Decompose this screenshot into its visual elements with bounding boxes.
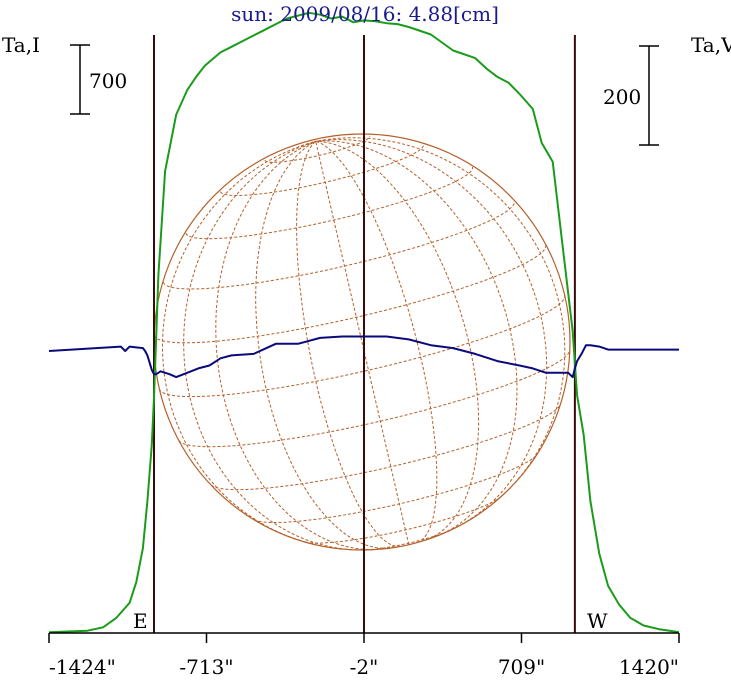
x-axis-ticks: -1424" -713" -2" 709" 1420" bbox=[48, 633, 680, 679]
grid-meridian bbox=[315, 140, 480, 541]
grid-meridian bbox=[183, 140, 363, 551]
x-tick-label: -713" bbox=[179, 655, 233, 679]
grid-meridian bbox=[215, 140, 379, 551]
grid-parallel bbox=[305, 496, 502, 544]
right-axis-label: Ta,V bbox=[691, 33, 731, 57]
scale-bar-left-label: 700 bbox=[89, 69, 127, 93]
grid-meridian bbox=[162, 140, 316, 546]
grid-meridian bbox=[315, 140, 518, 537]
series-line-ta-i bbox=[48, 11, 680, 634]
grid-meridian bbox=[255, 140, 393, 549]
series-layer bbox=[48, 11, 680, 634]
chart-title: sun: 2009/08/16: 4.88[cm] bbox=[231, 2, 499, 26]
grid-meridian bbox=[315, 141, 410, 545]
x-tick-label: 709" bbox=[498, 655, 545, 679]
vertical-lines bbox=[153, 35, 576, 633]
grid-parallel bbox=[220, 144, 424, 196]
solar-disk-grid bbox=[153, 133, 571, 551]
x-tick-label: 1420" bbox=[619, 655, 679, 679]
east-limb-label: E bbox=[133, 609, 148, 633]
series-line-ta-v bbox=[48, 335, 679, 379]
grid-parallel bbox=[153, 244, 547, 344]
grid-parallel bbox=[253, 454, 538, 523]
grid-parallel bbox=[362, 528, 454, 551]
scale-bar-left: 700 bbox=[70, 44, 127, 115]
x-tick-label: -2" bbox=[350, 655, 379, 679]
x-tick-label: -1424" bbox=[49, 655, 116, 679]
grid-parallel bbox=[185, 166, 474, 240]
scale-bar-right-label: 200 bbox=[603, 85, 641, 109]
grid-parallel bbox=[210, 404, 561, 491]
left-axis-label: Ta,I bbox=[2, 33, 40, 57]
scale-bar-right: 200 bbox=[603, 45, 659, 146]
grid-parallel bbox=[158, 295, 566, 398]
grid-meridian bbox=[315, 139, 548, 530]
grid-meridian bbox=[315, 137, 566, 504]
grid-parallel bbox=[162, 201, 515, 290]
grid-meridian bbox=[296, 140, 401, 548]
grid-parallel bbox=[178, 350, 571, 448]
grid-meridian bbox=[315, 140, 438, 544]
west-limb-label: W bbox=[587, 609, 608, 633]
